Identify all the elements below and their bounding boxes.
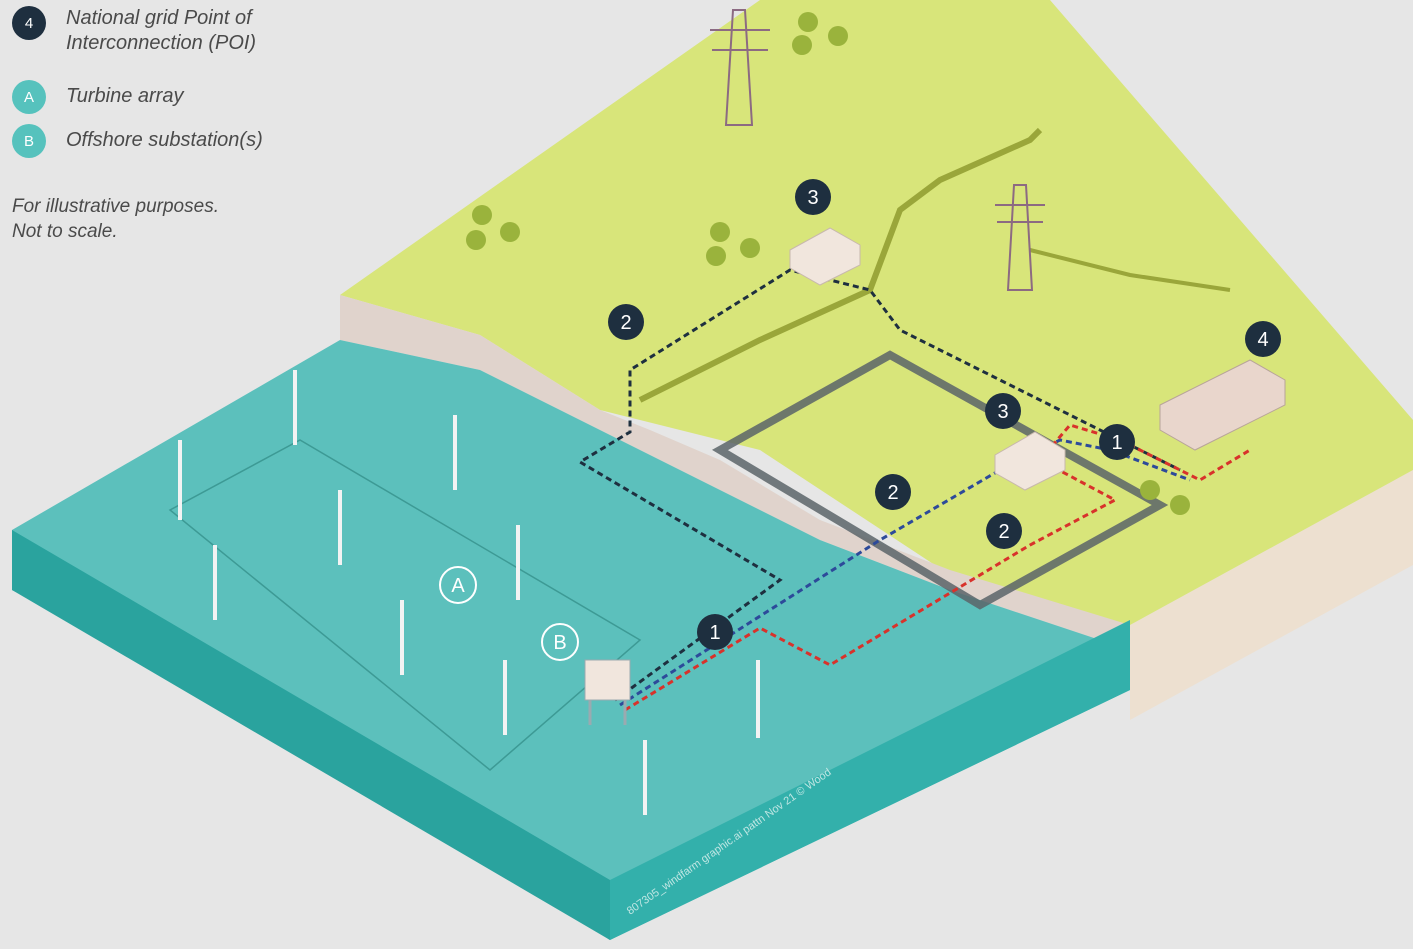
- offshore-substation-icon: [584, 659, 631, 725]
- marker-3a: 3: [807, 187, 818, 209]
- turbine-array-boundary: [168, 439, 642, 771]
- marker-2c: 2: [998, 521, 1009, 543]
- marker-3b: 3: [997, 401, 1008, 423]
- illustrative-note: For illustrative purposes. Not to scale.: [12, 194, 219, 244]
- wind-turbines: [178, 370, 760, 815]
- field-ridge: [638, 127, 1043, 403]
- marker-a: A: [451, 575, 465, 597]
- field-ridge-2: [1029, 248, 1231, 292]
- legend-item-offshore-substation: B Offshore substation(s): [12, 124, 263, 158]
- marker-1b: 1: [709, 622, 720, 644]
- legend-badge-a: A: [12, 80, 46, 114]
- marker-4: 4: [1257, 329, 1268, 351]
- marker-1a: 1: [1111, 432, 1122, 454]
- legend-label-poi: National grid Point of Interconnection (…: [66, 7, 257, 54]
- land-side-face: [1130, 470, 1413, 720]
- onshore-boundary: [712, 350, 1169, 610]
- export-cable-red: [624, 423, 1251, 712]
- markers: 3 2 4 3 1 2 2 1 A B: [439, 179, 1281, 661]
- poi-substation-icon: [1159, 359, 1286, 451]
- sea-front-face-2: [12, 530, 610, 940]
- legend-badge-4: 4: [12, 6, 46, 40]
- trees: [466, 12, 1190, 515]
- legend-item-poi: 4 National grid Point of Interconnection…: [12, 6, 256, 56]
- marker-2a: 2: [620, 312, 631, 334]
- note-line-2: Not to scale.: [12, 221, 118, 242]
- legend-label-turbine-array: Turbine array: [66, 85, 184, 107]
- marker-2b: 2: [887, 482, 898, 504]
- land-top: [340, 0, 1413, 625]
- note-line-1: For illustrative purposes.: [12, 196, 219, 217]
- marker-b: B: [553, 632, 566, 654]
- legend-label-offshore-substation: Offshore substation(s): [66, 129, 263, 151]
- sea-right-face: [610, 620, 1130, 940]
- export-cable-dark: [577, 268, 1181, 702]
- cliff-face: [340, 295, 1130, 650]
- legend-item-turbine-array: A Turbine array: [12, 80, 183, 114]
- pylon-icon: [710, 9, 1045, 291]
- legend-badge-b: B: [12, 124, 46, 158]
- onshore-substation-icon: [789, 227, 1066, 491]
